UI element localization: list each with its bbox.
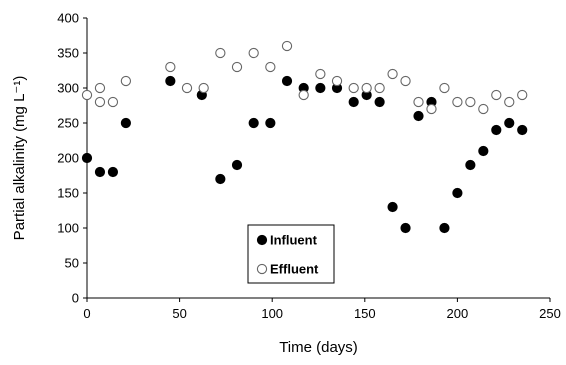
data-point-effluent bbox=[215, 47, 226, 59]
y-tick-label: 250 bbox=[57, 116, 79, 131]
data-point-influent bbox=[465, 159, 476, 171]
x-tick-label: 100 bbox=[261, 306, 283, 321]
data-point-influent bbox=[348, 96, 359, 108]
y-tick-label: 350 bbox=[57, 46, 79, 61]
data-point-influent bbox=[374, 96, 385, 108]
data-point-effluent bbox=[517, 89, 528, 101]
data-point-influent bbox=[120, 117, 131, 129]
data-point-influent bbox=[107, 166, 119, 178]
data-point-effluent bbox=[120, 75, 132, 87]
y-tick-label: 0 bbox=[72, 291, 79, 306]
data-point-influent bbox=[248, 117, 259, 129]
data-point-effluent bbox=[374, 82, 385, 94]
legend: Influent Effluent bbox=[247, 224, 335, 284]
legend-marker-influent bbox=[256, 234, 268, 246]
x-axis-title: Time (days) bbox=[279, 339, 358, 356]
data-point-effluent bbox=[491, 89, 502, 101]
x-tick-label: 0 bbox=[83, 306, 90, 321]
data-point-influent bbox=[452, 187, 463, 199]
data-point-effluent bbox=[413, 96, 424, 108]
data-point-effluent bbox=[387, 68, 398, 80]
data-point-effluent bbox=[315, 68, 326, 80]
data-points bbox=[81, 40, 528, 234]
legend-label-influent: Influent bbox=[270, 233, 318, 248]
data-point-influent bbox=[400, 222, 411, 234]
y-tick-label: 400 bbox=[57, 11, 79, 26]
data-point-effluent bbox=[452, 96, 463, 108]
ticks: 0 50 100 150 200 250 300 350 400 0 50 100 150 200 250 bbox=[57, 11, 561, 322]
y-tick-label: 150 bbox=[57, 186, 79, 201]
data-point-effluent bbox=[94, 82, 106, 94]
data-point-effluent bbox=[465, 96, 476, 108]
y-tick-label: 300 bbox=[57, 81, 79, 96]
data-point-influent bbox=[315, 82, 326, 94]
data-point-effluent bbox=[198, 82, 209, 94]
data-point-influent bbox=[387, 201, 398, 213]
data-point-effluent bbox=[348, 82, 359, 94]
data-point-influent bbox=[94, 166, 106, 178]
y-tick-label: 50 bbox=[65, 256, 79, 271]
y-axis-title: Partial alkalinity (mg L⁻¹) bbox=[11, 76, 28, 241]
data-point-influent bbox=[231, 159, 243, 171]
data-point-effluent bbox=[426, 103, 437, 115]
x-tick-label: 50 bbox=[172, 306, 186, 321]
data-point-effluent bbox=[281, 40, 293, 52]
data-point-effluent bbox=[81, 89, 93, 101]
data-point-effluent bbox=[231, 61, 243, 73]
data-point-effluent bbox=[439, 82, 450, 94]
data-point-influent bbox=[504, 117, 515, 129]
data-point-effluent bbox=[248, 47, 259, 59]
data-point-effluent bbox=[298, 89, 309, 101]
data-point-effluent bbox=[265, 61, 276, 73]
x-tick-label: 250 bbox=[539, 306, 561, 321]
data-point-influent bbox=[165, 75, 176, 87]
data-point-influent bbox=[413, 110, 424, 122]
legend-marker-effluent bbox=[256, 263, 268, 275]
data-point-effluent bbox=[478, 103, 489, 115]
y-tick-label: 200 bbox=[57, 151, 79, 166]
data-point-effluent bbox=[107, 96, 119, 108]
data-point-effluent bbox=[94, 96, 106, 108]
data-point-influent bbox=[215, 173, 226, 185]
data-point-effluent bbox=[331, 75, 343, 87]
data-point-influent bbox=[81, 152, 93, 164]
data-point-influent bbox=[439, 222, 450, 234]
y-tick-label: 100 bbox=[57, 221, 79, 236]
data-point-influent bbox=[281, 75, 293, 87]
data-point-influent bbox=[478, 145, 489, 157]
x-tick-label: 200 bbox=[447, 306, 469, 321]
legend-label-effluent: Effluent bbox=[270, 262, 319, 277]
data-point-influent bbox=[491, 124, 502, 136]
data-point-influent bbox=[265, 117, 276, 129]
data-point-effluent bbox=[504, 96, 515, 108]
data-point-influent bbox=[517, 124, 528, 136]
data-point-effluent bbox=[181, 82, 193, 94]
data-point-effluent bbox=[361, 82, 372, 94]
x-tick-label: 150 bbox=[354, 306, 376, 321]
data-point-effluent bbox=[165, 61, 176, 73]
data-point-effluent bbox=[400, 75, 411, 87]
